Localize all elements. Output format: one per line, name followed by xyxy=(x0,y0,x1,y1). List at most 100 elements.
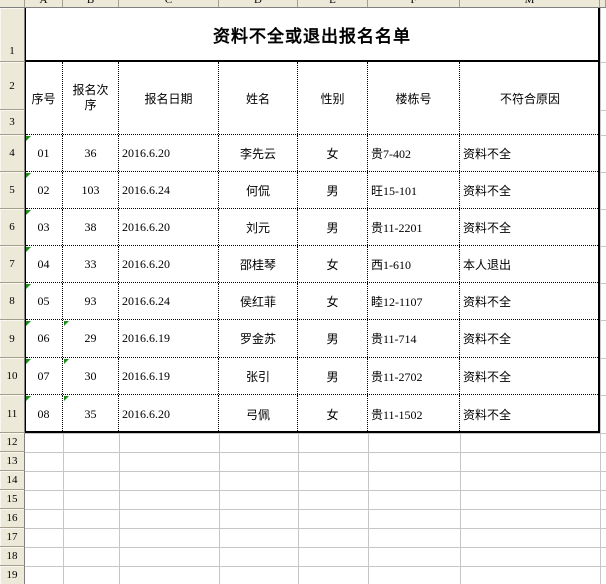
header-cell-M[interactable]: 不符合原因 xyxy=(499,91,560,106)
cell-M10[interactable]: 资料不全 xyxy=(463,369,512,384)
cell-M9[interactable]: 资料不全 xyxy=(463,332,512,346)
gridline-horizontal xyxy=(25,471,606,472)
row-header-19[interactable]: 19 xyxy=(0,566,25,584)
row-header-2[interactable]: 2 xyxy=(0,62,25,110)
cell-C6[interactable]: 2016.6.20 xyxy=(119,209,219,245)
cell-E7[interactable]: 女 xyxy=(298,246,368,282)
column-header-M[interactable]: M xyxy=(460,0,600,7)
cell-F6[interactable]: 贵11-2201 xyxy=(368,209,460,245)
header-cell-F[interactable]: 楼栋号 xyxy=(368,62,460,134)
cell-B4[interactable]: 36 xyxy=(63,135,119,171)
column-header-E[interactable]: E xyxy=(298,0,368,7)
cell-C4[interactable]: 2016.6.20 xyxy=(119,135,219,171)
cell-C10[interactable]: 2016.6.19 xyxy=(119,358,219,394)
cell-D4[interactable]: 李先云 xyxy=(219,135,298,171)
row-header-7[interactable]: 7 xyxy=(0,246,25,283)
row-header-11[interactable]: 11 xyxy=(0,395,25,433)
cell-D5[interactable]: 何侃 xyxy=(219,172,298,208)
table-title-cell[interactable]: 资料不全或退出报名名单 xyxy=(26,8,598,62)
gridline-vertical xyxy=(600,8,601,584)
column-header-F[interactable]: F xyxy=(368,0,460,7)
row-header-13[interactable]: 13 xyxy=(0,452,25,471)
cell-F4[interactable]: 贵7-402 xyxy=(368,135,460,171)
header-cell-E[interactable]: 性别 xyxy=(298,62,368,134)
cell-C7[interactable]: 2016.6.20 xyxy=(119,246,219,282)
header-cell-B[interactable]: 报名次序 xyxy=(63,62,119,134)
cell-M5[interactable]: 资料不全 xyxy=(463,183,512,198)
cell-B6[interactable]: 38 xyxy=(63,209,119,245)
cell-F11[interactable]: 贵11-1502 xyxy=(368,395,460,431)
cell-C5[interactable]: 2016.6.24 xyxy=(119,172,219,208)
header-cell-C[interactable]: 报名日期 xyxy=(119,62,219,134)
cell-M4[interactable]: 资料不全 xyxy=(463,146,512,161)
cell-A4[interactable]: 01 xyxy=(26,135,63,171)
column-header-partial[interactable] xyxy=(600,0,606,7)
row-header-15[interactable]: 15 xyxy=(0,490,25,509)
error-flag-icon xyxy=(26,359,31,364)
cell-C9[interactable]: 2016.6.19 xyxy=(119,320,219,357)
gridline-horizontal xyxy=(25,566,606,567)
cell-D9[interactable]: 罗金苏 xyxy=(219,320,298,357)
cell-A6[interactable]: 03 xyxy=(26,209,63,245)
cell-M8[interactable]: 资料不全 xyxy=(463,294,512,309)
error-flag-icon xyxy=(26,396,31,401)
cell-B8[interactable]: 93 xyxy=(63,283,119,319)
cell-B11[interactable]: 35 xyxy=(63,395,119,431)
row-header-16[interactable]: 16 xyxy=(0,509,25,528)
cell-A11[interactable]: 08 xyxy=(26,395,63,431)
cell-E5[interactable]: 男 xyxy=(298,172,368,208)
cell-E9[interactable]: 男 xyxy=(298,320,368,357)
cell-A8[interactable]: 05 xyxy=(26,283,63,319)
cell-B5[interactable]: 103 xyxy=(63,172,119,208)
cell-F9[interactable]: 贵11-714 xyxy=(368,320,460,357)
column-header-D[interactable]: D xyxy=(219,0,298,7)
cell-M11[interactable]: 资料不全 xyxy=(463,407,512,422)
cell-F7[interactable]: 西1-610 xyxy=(368,246,460,282)
row-header-14[interactable]: 14 xyxy=(0,471,25,490)
gridline-horizontal xyxy=(25,547,606,548)
row-header-9[interactable]: 9 xyxy=(0,320,25,358)
gridline-horizontal xyxy=(25,433,606,434)
cell-E6[interactable]: 男 xyxy=(298,209,368,245)
row-header-18[interactable]: 18 xyxy=(0,547,25,566)
cell-A9[interactable]: 06 xyxy=(26,320,63,357)
cell-E11[interactable]: 女 xyxy=(298,395,368,431)
cell-F8[interactable]: 睦12-1107 xyxy=(368,283,460,319)
row-header-12[interactable]: 12 xyxy=(0,433,25,452)
cell-E4[interactable]: 女 xyxy=(298,135,368,171)
row-header-1[interactable]: 1 xyxy=(0,8,25,62)
cell-A5[interactable]: 02 xyxy=(26,172,63,208)
cell-C11[interactable]: 2016.6.20 xyxy=(119,395,219,431)
cell-D10[interactable]: 张引 xyxy=(219,358,298,394)
cell-B9[interactable]: 29 xyxy=(63,320,119,357)
row-header-6[interactable]: 6 xyxy=(0,209,25,246)
cell-B7[interactable]: 33 xyxy=(63,246,119,282)
column-header-A[interactable]: A xyxy=(25,0,63,7)
column-header-C[interactable]: C xyxy=(119,0,219,7)
cell-D11[interactable]: 弓佩 xyxy=(219,395,298,431)
header-cell-D[interactable]: 姓名 xyxy=(219,62,298,134)
column-header-B[interactable]: B xyxy=(63,0,119,7)
row-header-4[interactable]: 4 xyxy=(0,135,25,172)
cell-M7[interactable]: 本人退出 xyxy=(463,257,512,272)
row-header-5[interactable]: 5 xyxy=(0,172,25,209)
row-header-17[interactable]: 17 xyxy=(0,528,25,547)
cell-A7[interactable]: 04 xyxy=(26,246,63,282)
cell-F10[interactable]: 贵11-2702 xyxy=(368,358,460,394)
row-header-3[interactable]: 3 xyxy=(0,110,25,135)
cell-D6[interactable]: 刘元 xyxy=(219,209,298,245)
row-header-10[interactable]: 10 xyxy=(0,358,25,395)
error-flag-icon xyxy=(26,321,31,326)
cell-D7[interactable]: 邵桂琴 xyxy=(219,246,298,282)
row-header-8[interactable]: 8 xyxy=(0,283,25,320)
cell-E8[interactable]: 女 xyxy=(298,283,368,319)
header-cell-A[interactable]: 序号 xyxy=(26,62,63,134)
cell-F5[interactable]: 旺15-101 xyxy=(368,172,460,208)
cell-A10[interactable]: 07 xyxy=(26,358,63,394)
cell-B10[interactable]: 30 xyxy=(63,358,119,394)
cell-M6[interactable]: 资料不全 xyxy=(463,220,512,235)
cell-C8[interactable]: 2016.6.24 xyxy=(119,283,219,319)
cell-D8[interactable]: 侯红菲 xyxy=(219,283,298,319)
cell-E10[interactable]: 男 xyxy=(298,358,368,394)
select-all-corner[interactable] xyxy=(0,0,25,7)
